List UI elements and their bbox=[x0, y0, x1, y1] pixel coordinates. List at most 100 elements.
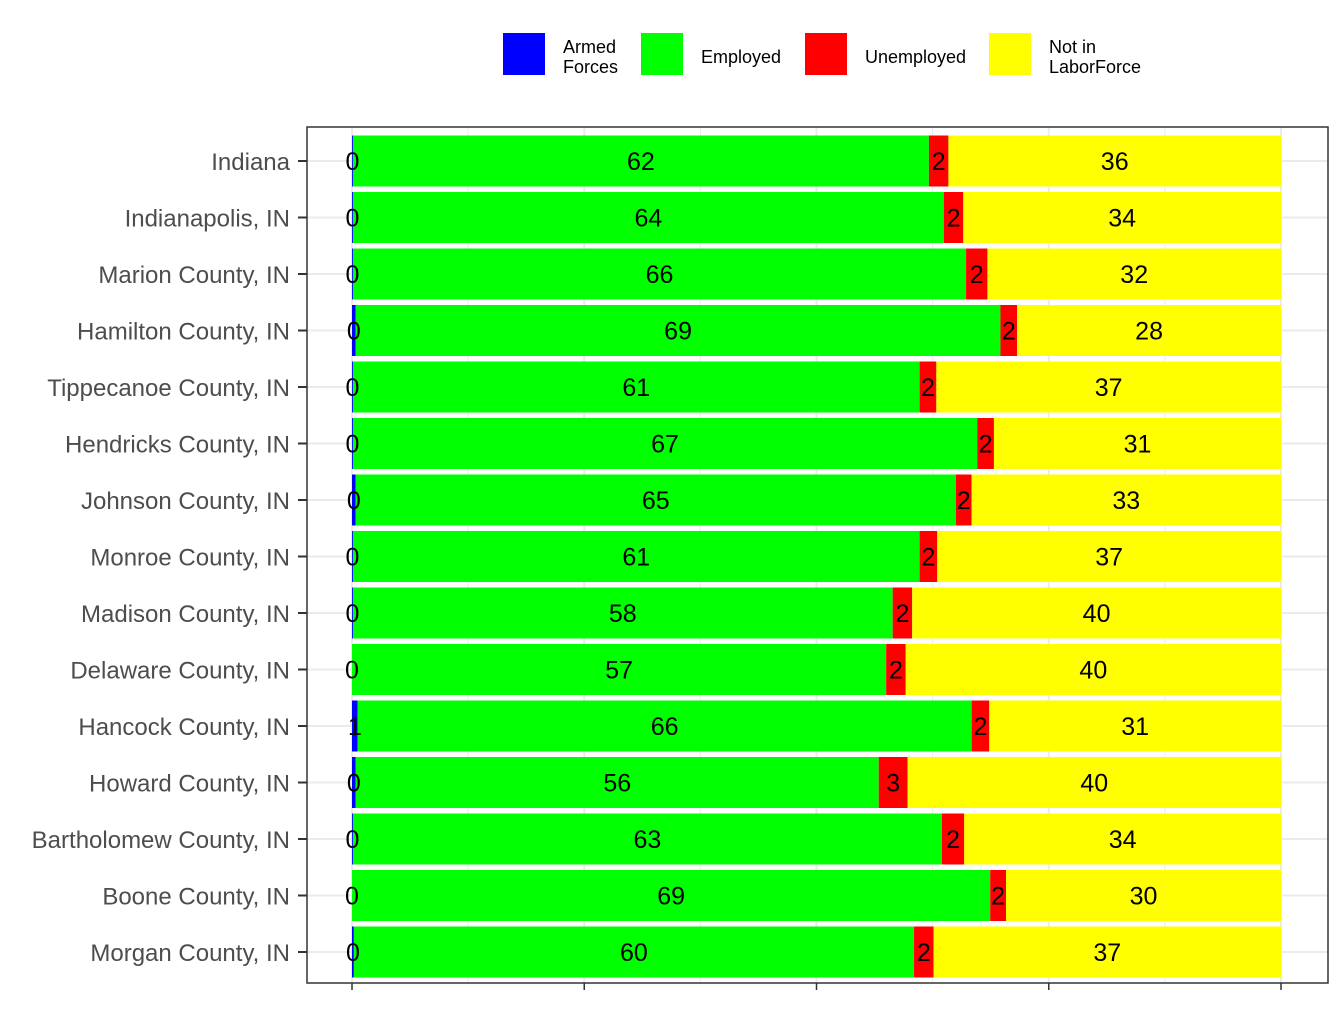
data-label: 69 bbox=[664, 318, 692, 346]
bar-segment bbox=[966, 248, 988, 300]
bar-segment bbox=[963, 192, 1281, 243]
y-tick-label: Howard County, IN bbox=[89, 771, 290, 798]
bar-segment bbox=[990, 870, 1007, 921]
data-label: 30 bbox=[1130, 883, 1158, 911]
data-label: 2 bbox=[1002, 318, 1016, 346]
data-label: 2 bbox=[970, 261, 984, 289]
bar-segment bbox=[964, 813, 1281, 865]
data-label: 0 bbox=[346, 544, 360, 572]
data-label: 37 bbox=[1093, 939, 1121, 967]
bar-segment bbox=[914, 926, 934, 978]
bar-segment bbox=[352, 757, 356, 808]
bar-segment bbox=[1006, 870, 1281, 921]
bar-segment bbox=[948, 135, 1281, 187]
bar-segment bbox=[907, 757, 1281, 808]
bar-segment bbox=[936, 361, 1281, 413]
bar-segment bbox=[352, 135, 929, 187]
legend-item: Not in LaborForce bbox=[989, 33, 1141, 77]
data-label: 58 bbox=[609, 600, 637, 628]
legend-key bbox=[805, 33, 847, 75]
bars: 0 62 2 360 64 2 340 66 2 320 69 2 280 61 2 370 67 2 310 65 2… bbox=[345, 135, 1281, 978]
legend-key bbox=[503, 33, 545, 75]
legend-label: Not in LaborForce bbox=[1049, 37, 1141, 77]
bar-segment bbox=[989, 700, 1281, 752]
data-label: 64 bbox=[634, 205, 662, 233]
bar-segment bbox=[919, 531, 938, 582]
bar-segment bbox=[1000, 305, 1018, 356]
bar-segment bbox=[352, 700, 358, 752]
bar-segment bbox=[352, 813, 353, 865]
y-tick-label: Hendricks County, IN bbox=[65, 432, 290, 459]
bar-segment bbox=[977, 418, 994, 469]
data-label: 69 bbox=[657, 883, 685, 911]
bar-segment bbox=[1017, 305, 1281, 356]
legend-item: Unemployed bbox=[805, 33, 966, 75]
data-label: 57 bbox=[605, 657, 633, 685]
legend-label: Unemployed bbox=[865, 47, 966, 67]
data-label: 2 bbox=[957, 487, 971, 515]
bar-segment bbox=[352, 135, 353, 187]
y-tick-label: Indiana bbox=[211, 149, 290, 176]
data-label: 36 bbox=[1101, 148, 1129, 176]
y-tick-label: Madison County, IN bbox=[81, 601, 290, 628]
bar-segment bbox=[955, 474, 972, 526]
data-label: 31 bbox=[1124, 431, 1152, 459]
data-label: 0 bbox=[346, 205, 360, 233]
bar-segment bbox=[928, 135, 949, 187]
data-label: 63 bbox=[634, 826, 662, 854]
bar-segment bbox=[352, 926, 354, 978]
data-label: 2 bbox=[974, 713, 988, 741]
data-label: 2 bbox=[947, 205, 961, 233]
bar-segment bbox=[352, 192, 353, 243]
y-tick-label: Monroe County, IN bbox=[90, 545, 290, 572]
bar-segment bbox=[352, 587, 353, 639]
data-label: 31 bbox=[1121, 713, 1149, 741]
legend-key bbox=[641, 33, 683, 75]
bar-segment bbox=[971, 474, 1281, 526]
legend-label: Armed Forces bbox=[563, 37, 618, 77]
data-label: 37 bbox=[1095, 374, 1123, 402]
bar-segment bbox=[352, 644, 887, 695]
bar-segment bbox=[352, 361, 920, 413]
data-label: 0 bbox=[345, 657, 359, 685]
data-label: 0 bbox=[347, 770, 361, 798]
data-label: 0 bbox=[345, 883, 359, 911]
data-label: 2 bbox=[889, 657, 903, 685]
data-label: 2 bbox=[921, 544, 935, 572]
bar-segment bbox=[993, 418, 1281, 469]
bar-segment bbox=[355, 305, 1001, 356]
data-label: 0 bbox=[346, 374, 360, 402]
data-label: 37 bbox=[1095, 544, 1123, 572]
data-label: 33 bbox=[1112, 487, 1140, 515]
data-label: 34 bbox=[1108, 205, 1136, 233]
y-tick-label: Morgan County, IN bbox=[90, 940, 290, 967]
y-axis: Indiana Indianapolis, IN Marion County, IN… bbox=[32, 149, 1282, 990]
bar-segment bbox=[352, 531, 353, 582]
y-tick-label: Hamilton County, IN bbox=[77, 319, 290, 346]
legend-item: Armed Forces bbox=[503, 33, 618, 77]
data-label: 40 bbox=[1080, 770, 1108, 798]
y-tick-label: Boone County, IN bbox=[102, 884, 290, 911]
bar-segment bbox=[886, 644, 906, 695]
y-tick-label: Tippecanoe County, IN bbox=[47, 375, 290, 402]
bar-segment bbox=[355, 757, 879, 808]
bar-segment bbox=[355, 474, 956, 526]
data-label: 61 bbox=[622, 544, 650, 572]
legend: Armed Forces Employed Unemployed Not in Labor… bbox=[503, 33, 1141, 77]
y-tick-label: Delaware County, IN bbox=[70, 658, 290, 685]
bar-segment bbox=[352, 418, 978, 469]
data-label: 67 bbox=[651, 431, 679, 459]
legend-item: Employed bbox=[641, 33, 781, 75]
data-label: 2 bbox=[946, 826, 960, 854]
bar-segment bbox=[941, 813, 965, 865]
data-label: 60 bbox=[620, 939, 648, 967]
panel-border bbox=[306, 126, 1329, 984]
bar-segment bbox=[352, 248, 353, 300]
data-label: 34 bbox=[1109, 826, 1137, 854]
bar-segment bbox=[353, 926, 915, 978]
data-label: 0 bbox=[346, 148, 360, 176]
data-label: 2 bbox=[917, 939, 931, 967]
data-label: 28 bbox=[1135, 318, 1163, 346]
data-label: 40 bbox=[1079, 657, 1107, 685]
data-label: 56 bbox=[603, 770, 631, 798]
